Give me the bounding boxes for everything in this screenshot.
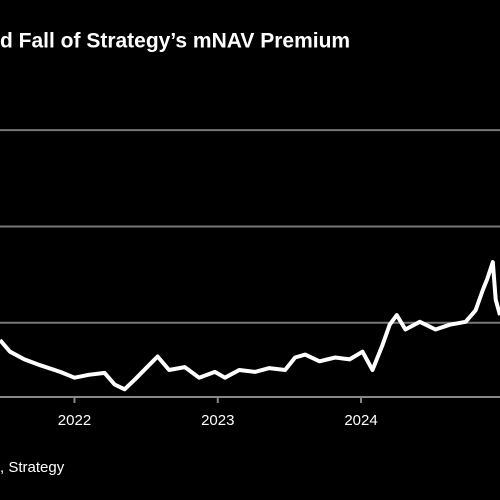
chart-title: d Fall of Strategy’s mNAV Premium	[0, 30, 350, 53]
x-tick-label: 2024	[344, 412, 377, 429]
source-note: , Strategy	[0, 459, 65, 476]
x-tick-label: 2023	[201, 412, 234, 429]
x-tick-label: 2022	[58, 412, 91, 429]
line-series	[0, 260, 500, 392]
